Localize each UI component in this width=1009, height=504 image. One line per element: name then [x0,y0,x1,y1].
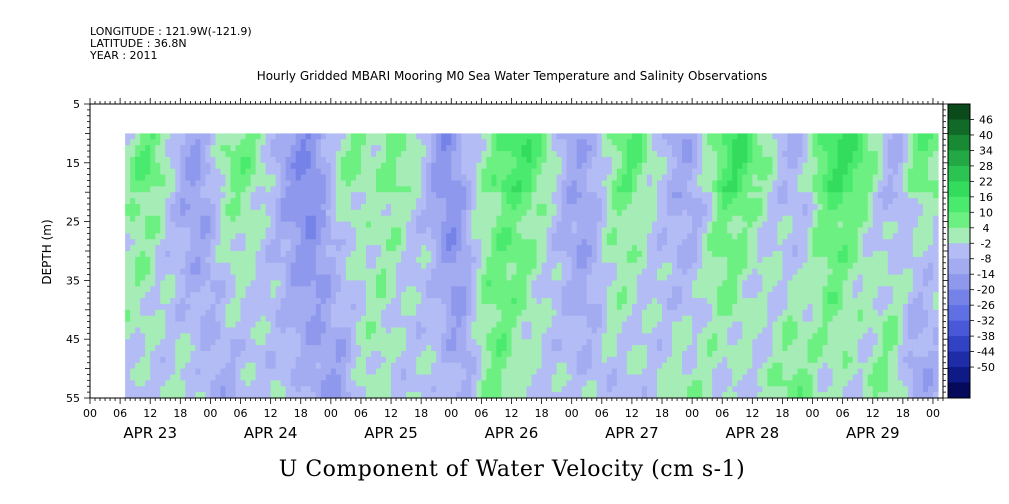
y-tick-label: 15 [66,157,80,170]
x-tick-label: 18 [294,407,308,420]
colorbar-label: -44 [977,346,995,359]
day-label: APR 23 [123,424,177,442]
y-tick-label: 35 [66,274,80,287]
day-label: APR 29 [846,424,900,442]
colorbar-swatch [948,134,970,151]
colorbar-swatch [948,104,970,120]
colorbar-label: 46 [979,113,993,126]
colorbar-swatch [948,212,970,229]
x-tick-label: 12 [745,407,759,420]
x-tick-label: 12 [866,407,880,420]
colorbar-label: -2 [981,237,992,250]
colorbar-swatch [948,258,970,275]
colorbar-swatch [948,351,970,368]
colorbar-label: -14 [977,268,995,281]
colorbar-swatch [948,289,970,306]
x-tick-label: 12 [143,407,157,420]
x-tick-label: 06 [354,407,368,420]
x-tick-label: 00 [685,407,699,420]
x-tick-label: 18 [414,407,428,420]
longitude-label: LONGITUDE : 121.9W(-121.9) [90,25,252,38]
y-tick-label: 25 [66,216,80,229]
y-tick-label: 55 [66,392,80,405]
colorbar-label: -26 [977,299,995,312]
colorbar-label: 28 [979,160,993,173]
colorbar-label: 40 [979,129,993,142]
heatmap-field [125,133,939,399]
y-axis-label: DEPTH (m) [40,219,54,284]
x-axis: 00 06 12 18 00 06 12 18 00 06 12 18 00 06 12 18 00 06 12 18… [83,98,944,442]
latitude-label: LATITUDE : 36.8N [90,37,187,50]
x-tick-label: 12 [264,407,278,420]
colorbar-swatch [948,305,970,322]
colorbar-swatch [948,382,970,399]
x-tick-label: 18 [173,407,187,420]
colorbar-label: -38 [977,330,995,343]
day-label: APR 28 [726,424,780,442]
colorbar-swatch [948,227,970,244]
colorbar-swatch [948,367,970,384]
x-tick-label: 18 [655,407,669,420]
colorbar-label: -32 [977,315,995,328]
colorbar-label: 34 [979,144,993,157]
day-label: APR 27 [605,424,659,442]
x-tick-label: 18 [896,407,910,420]
x-tick-label: 12 [384,407,398,420]
x-tick-label: 00 [324,407,338,420]
colorbar-swatch [948,119,970,136]
x-tick-label: 12 [504,407,518,420]
x-tick-label: 18 [535,407,549,420]
variable-title: U Component of Water Velocity (cm s-1) [279,457,745,482]
x-tick-label: 00 [444,407,458,420]
x-tick-label: 00 [926,407,940,420]
x-tick-label: 00 [565,407,579,420]
x-tick-label: 06 [715,407,729,420]
colorbar-swatch [948,196,970,213]
colorbar-label: 4 [983,222,990,235]
colorbar-label: 10 [979,206,993,219]
x-tick-label: 06 [234,407,248,420]
colorbar-swatch [948,320,970,337]
colorbar-label: -50 [977,361,995,374]
x-tick-label: 12 [625,407,639,420]
y-tick-label: 5 [73,98,80,111]
colorbar-label: 22 [979,175,993,188]
x-tick-label: 06 [836,407,850,420]
colorbar-label: -20 [977,284,995,297]
colorbar-label: -8 [981,253,992,266]
colorbar-swatch [948,150,970,167]
day-label: APR 24 [244,424,298,442]
chart-title: Hourly Gridded MBARI Mooring M0 Sea Wate… [257,69,768,83]
x-tick-label: 06 [113,407,127,420]
day-label: APR 25 [364,424,418,442]
colorbar-swatch [948,181,970,198]
x-tick-label: 00 [203,407,217,420]
x-tick-label: 00 [806,407,820,420]
y-tick-label: 45 [66,333,80,346]
x-tick-label: 06 [474,407,488,420]
colorbar-swatch [948,336,970,353]
colorbar-swatch [948,274,970,291]
x-tick-label: 00 [83,407,97,420]
y-axis: 5 15 25 35 45 55 [66,98,949,405]
colorbar-swatch [948,165,970,182]
colorbar-swatch [948,243,970,260]
colorbar-label: 16 [979,191,993,204]
x-tick-label: 18 [775,407,789,420]
colorbar: 46 40 34 28 22 16 10 4 -2 -8 -14 -20 -26 -32 -38 -44 -50 [947,103,995,399]
day-label: APR 26 [485,424,539,442]
year-label: YEAR : 2011 [89,49,158,62]
x-tick-label: 06 [595,407,609,420]
